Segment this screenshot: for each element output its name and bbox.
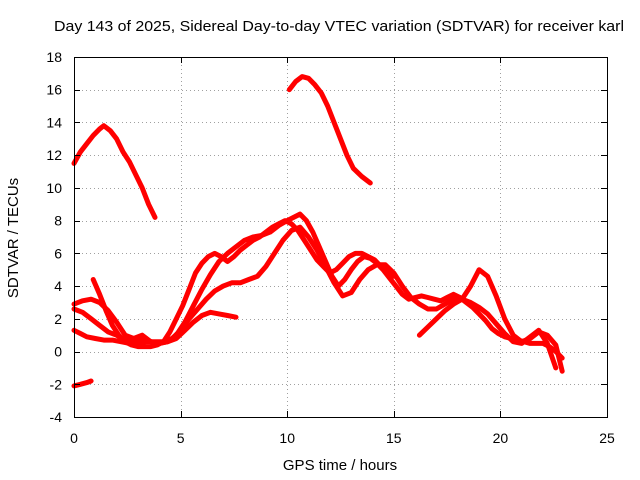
y-tick-label: 18 [46, 49, 62, 65]
y-tick-label: -4 [50, 409, 63, 425]
tick-labels: 0 5 10 15 20 25 -4 -2 0 2 4 6 8 10 12 14 16 18 [46, 49, 615, 446]
y-tick-label: 16 [46, 82, 62, 98]
x-tick-label: 10 [279, 430, 295, 446]
x-axis-label: GPS time / hours [283, 457, 397, 474]
y-tick-label: 0 [54, 344, 62, 360]
series-line-arc-7 [71, 306, 239, 346]
chart-series-group [71, 74, 565, 389]
y-axis-label: SDTVAR / TECUs [5, 178, 22, 298]
x-tick-label: 20 [493, 430, 509, 446]
x-tick-label: 5 [177, 430, 185, 446]
series-line-arc-1 [71, 123, 158, 220]
y-tick-label: 6 [54, 245, 62, 261]
y-tick-label: 2 [54, 311, 62, 327]
y-tick-label: 4 [54, 278, 62, 294]
y-tick-label: -2 [50, 376, 63, 392]
chart-title: Day 143 of 2025, Sidereal Day-to-day VTE… [54, 18, 624, 35]
series-line-arc-6 [90, 218, 397, 350]
y-tick-label: 10 [46, 180, 62, 196]
y-tick-label: 14 [46, 114, 62, 130]
x-tick-label: 25 [599, 430, 615, 446]
x-tick-label: 15 [386, 430, 402, 446]
series-line-arc-3 [71, 378, 94, 389]
series-line-arc-8 [416, 267, 565, 374]
chart-grid [74, 57, 607, 417]
series-line-arc-2 [286, 74, 373, 186]
y-tick-label: 8 [54, 213, 62, 229]
axis-ticks [74, 57, 608, 418]
x-tick-label: 0 [70, 430, 78, 446]
plot-frame [74, 57, 608, 418]
y-tick-label: 12 [46, 147, 62, 163]
